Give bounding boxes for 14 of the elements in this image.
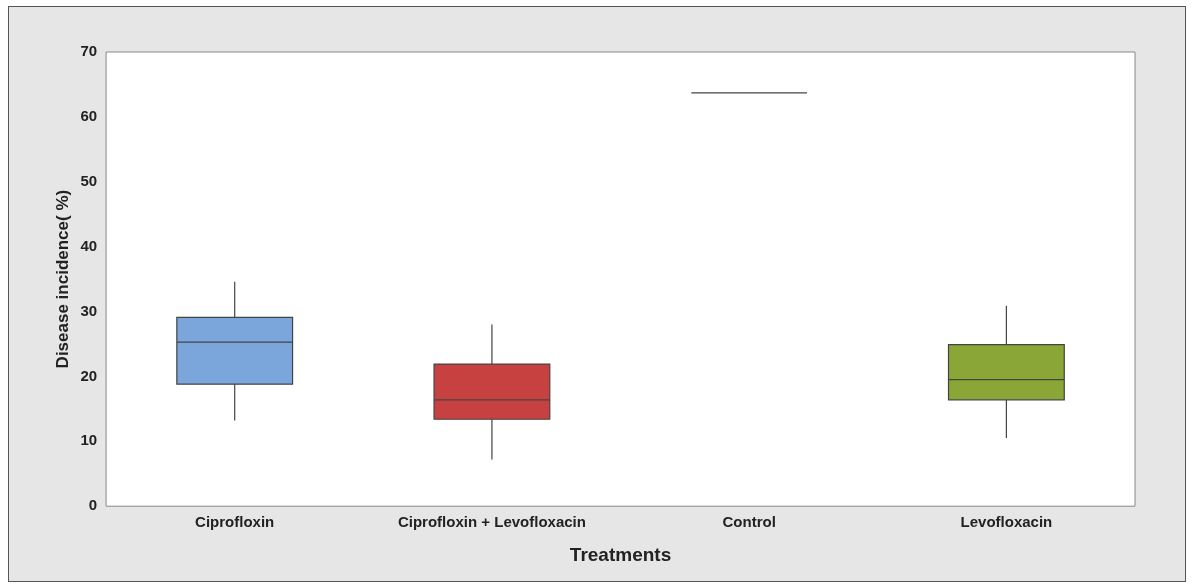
y-tick-label: 50 (80, 171, 98, 189)
y-tick-label: 60 (80, 107, 98, 125)
y-tick-label: 40 (80, 236, 98, 254)
y-tick-label: 70 (80, 42, 98, 60)
x-tick-label: Ciprofloxin (195, 513, 275, 531)
x-axis-title: Treatments (569, 543, 672, 565)
y-tick-label: 20 (80, 366, 98, 384)
y-tick-label: 30 (80, 301, 98, 319)
y-axis-title: Disease incidence( %) (52, 189, 72, 369)
y-tick-label: 10 (80, 431, 98, 449)
x-tick-label: Ciprofloxin + Levofloxacin (397, 513, 586, 531)
y-tick-label: 0 (88, 496, 98, 514)
x-tick-label: Control (722, 513, 776, 531)
x-tick-label: Levofloxacin (960, 513, 1053, 531)
